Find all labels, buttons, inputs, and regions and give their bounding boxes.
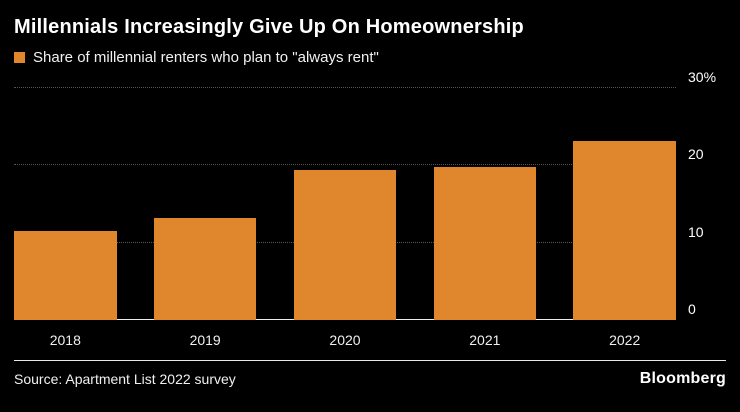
bars-group xyxy=(14,88,676,320)
legend: Share of millennial renters who plan to … xyxy=(14,49,726,66)
plot-area xyxy=(14,87,676,320)
gridline xyxy=(14,87,676,88)
x-tick-label: 2019 xyxy=(189,332,221,348)
x-tick-label: 2021 xyxy=(469,332,501,348)
y-tick-label: 30% xyxy=(688,69,717,85)
footer: Source: Apartment List 2022 survey Bloom… xyxy=(14,361,726,388)
x-tick-label: 2018 xyxy=(49,332,81,348)
y-axis-labels: 0 10 20 30% xyxy=(680,70,726,320)
bar-2019 xyxy=(153,217,257,320)
legend-swatch-icon xyxy=(14,52,25,63)
y-tick-label: 10 xyxy=(688,223,704,240)
bar-2020 xyxy=(293,169,397,320)
bar-2021 xyxy=(433,166,537,320)
bar-2022 xyxy=(573,140,676,320)
source-note: Source: Apartment List 2022 survey xyxy=(14,371,236,387)
chart-title: Millennials Increasingly Give Up On Home… xyxy=(14,16,524,38)
y-tick-label: 20 xyxy=(688,146,704,163)
bar-chart: 0 10 20 30% 2018 2019 2020 2021 2022 xyxy=(14,70,726,354)
x-axis-labels: 2018 2019 2020 2021 2022 xyxy=(14,326,676,354)
gridline xyxy=(14,164,676,166)
footer-divider xyxy=(14,360,726,361)
y-tick-label: 0 xyxy=(688,301,696,317)
bar-2018 xyxy=(14,231,117,320)
legend-label: Share of millennial renters who plan to … xyxy=(33,49,379,66)
x-tick-label: 2020 xyxy=(329,332,361,348)
bloomberg-logo: Bloomberg xyxy=(639,370,726,387)
x-tick-label: 2022 xyxy=(609,332,641,348)
